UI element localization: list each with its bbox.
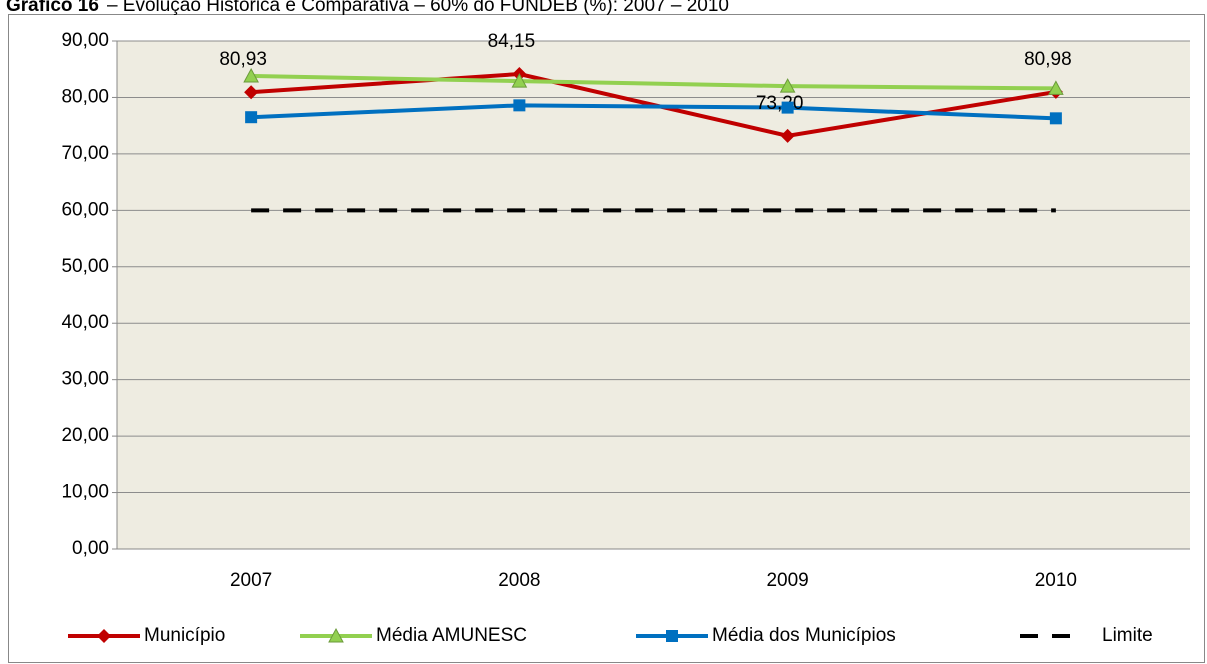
point xyxy=(781,101,794,114)
y-tick-label: 70,00 xyxy=(61,143,109,164)
data-label: 80,93 xyxy=(219,49,267,70)
point xyxy=(780,128,795,143)
y-tick-label: 60,00 xyxy=(61,199,109,220)
point xyxy=(1049,112,1062,125)
y-tick-label: 80,00 xyxy=(61,86,109,107)
x-tick-label: 2008 xyxy=(498,570,540,591)
point xyxy=(244,85,259,100)
y-tick-label: 90,00 xyxy=(61,30,109,51)
legend-marker xyxy=(97,629,111,643)
legend-label: Limite xyxy=(1102,625,1153,646)
y-tick-label: 10,00 xyxy=(61,482,109,503)
legend-label: Média dos Municípios xyxy=(712,625,896,646)
title-label: Gráfico 16 xyxy=(6,0,99,16)
series-line xyxy=(251,73,1056,91)
point xyxy=(245,111,258,124)
y-tick-label: 40,00 xyxy=(61,312,109,333)
y-tick-label: 0,00 xyxy=(72,538,109,559)
data-label: 84,15 xyxy=(488,31,536,52)
point xyxy=(779,78,796,93)
point xyxy=(243,67,259,83)
data-label: 73,20 xyxy=(756,93,804,114)
series-line xyxy=(251,103,1056,121)
legend-marker xyxy=(666,630,678,642)
x-tick-label: 2009 xyxy=(766,570,808,591)
title-text: – Evolução Histórica e Comparativa – 60%… xyxy=(107,0,729,16)
legend-label: Média AMUNESC xyxy=(376,625,527,646)
chart-title: Gráfico 16 – Evolução Histórica e Compara… xyxy=(6,0,729,16)
data-label: 80,98 xyxy=(1024,49,1072,70)
point xyxy=(513,99,526,112)
point xyxy=(1048,80,1064,95)
legend-label: Município xyxy=(144,625,225,646)
x-tick-label: 2010 xyxy=(1035,570,1077,591)
plot-area xyxy=(117,41,1190,549)
x-tick-label: 2007 xyxy=(230,570,272,591)
point xyxy=(511,73,528,88)
y-tick-label: 30,00 xyxy=(61,369,109,390)
y-tick-label: 20,00 xyxy=(61,425,109,446)
y-tick-label: 50,00 xyxy=(61,256,109,277)
legend-marker xyxy=(328,627,344,643)
